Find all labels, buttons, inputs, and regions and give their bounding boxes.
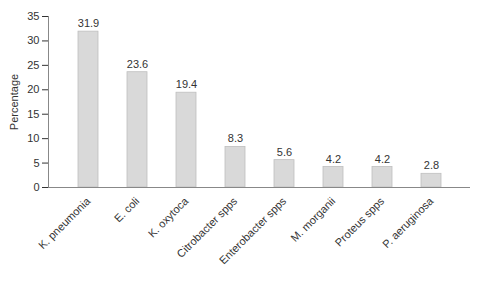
svg-text:E. coli: E. coli bbox=[112, 195, 142, 225]
svg-text:23.6: 23.6 bbox=[127, 58, 148, 70]
svg-text:15: 15 bbox=[27, 108, 39, 120]
svg-text:35: 35 bbox=[27, 10, 39, 22]
svg-text:4.2: 4.2 bbox=[326, 153, 341, 165]
svg-text:Proteus spps: Proteus spps bbox=[333, 194, 387, 248]
svg-text:Percentage: Percentage bbox=[8, 74, 20, 130]
svg-text:10: 10 bbox=[27, 132, 39, 144]
svg-text:Citrobacter spps: Citrobacter spps bbox=[174, 194, 240, 260]
svg-text:K. pneumonia: K. pneumonia bbox=[36, 194, 93, 251]
svg-text:25: 25 bbox=[27, 59, 39, 71]
svg-text:20: 20 bbox=[27, 83, 39, 95]
svg-text:2.8: 2.8 bbox=[424, 159, 439, 171]
svg-text:Enterobacter spps: Enterobacter spps bbox=[217, 194, 289, 266]
svg-text:K. oxytoca: K. oxytoca bbox=[146, 194, 191, 239]
svg-text:30: 30 bbox=[27, 34, 39, 46]
svg-text:M. morganii: M. morganii bbox=[288, 195, 337, 244]
svg-text:31.9: 31.9 bbox=[78, 17, 99, 29]
svg-text:19.4: 19.4 bbox=[176, 78, 197, 90]
svg-text:5: 5 bbox=[33, 157, 39, 169]
svg-text:5.6: 5.6 bbox=[277, 146, 292, 158]
svg-text:4.2: 4.2 bbox=[375, 153, 390, 165]
svg-text:P. aeruginosa: P. aeruginosa bbox=[380, 194, 436, 250]
svg-text:8.3: 8.3 bbox=[228, 132, 243, 144]
svg-text:0: 0 bbox=[33, 181, 39, 193]
